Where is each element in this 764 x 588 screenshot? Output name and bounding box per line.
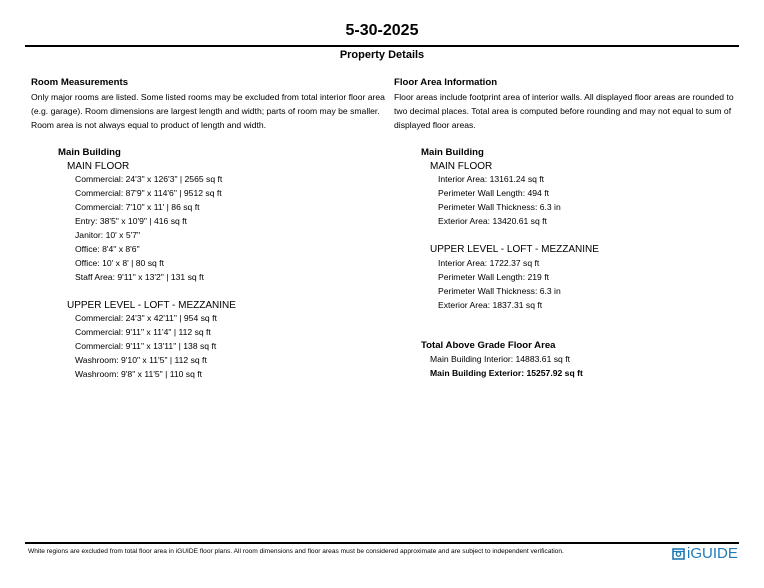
footer-disclaimer: White regions are excluded from total fl… <box>28 548 564 555</box>
area-item: Perimeter Wall Thickness: 6.3 in <box>438 285 561 296</box>
area-item: Perimeter Wall Length: 494 ft <box>438 188 549 199</box>
room-item: Office: 10' x 8' | 80 sq ft <box>75 257 164 268</box>
footer-divider <box>25 542 739 544</box>
room-item: Entry: 38'5" x 10'9" | 416 sq ft <box>75 216 187 227</box>
area-item: Interior Area: 1722.37 sq ft <box>438 257 540 268</box>
room-item: Washroom: 9'10" x 11'5" | 112 sq ft <box>75 355 207 366</box>
iguide-logo: iGUIDE <box>672 545 738 562</box>
level-heading: UPPER LEVEL - LOFT - MEZZANINE <box>430 243 599 255</box>
room-item: Commercial: 24'3" x 42'11" | 954 sq ft <box>75 313 217 324</box>
room-item: Staff Area: 9'11" x 13'2" | 131 sq ft <box>75 271 204 282</box>
section-title: Room Measurements <box>31 77 129 88</box>
section-title: Floor Area Information <box>394 77 498 88</box>
building-heading: Main Building <box>421 146 484 158</box>
room-item: Janitor: 10' x 5'7" <box>75 230 141 241</box>
room-item: Commercial: 87'9" x 114'6" | 9512 sq ft <box>75 188 222 199</box>
room-item: Commercial: 7'10" x 11' | 86 sq ft <box>75 202 200 213</box>
level-heading: MAIN FLOOR <box>67 160 130 172</box>
room-item: Commercial: 24'3" x 126'3" | 2565 sq ft <box>75 174 223 185</box>
header-divider <box>25 45 739 47</box>
level-heading: UPPER LEVEL - LOFT - MEZZANINE <box>67 299 236 311</box>
level-heading: MAIN FLOOR <box>430 160 493 172</box>
area-item: Perimeter Wall Length: 219 ft <box>438 271 549 282</box>
area-item: Exterior Area: 13420.61 sq ft <box>438 216 547 227</box>
section-description: Floor areas include footprint area of in… <box>394 91 734 130</box>
page-title: Property Details <box>339 49 425 61</box>
total-exterior: Main Building Exterior: 15257.92 sq ft <box>430 368 583 379</box>
area-item: Exterior Area: 1837.31 sq ft <box>438 299 543 310</box>
room-measurements-section: Room Measurements Only major rooms are l… <box>31 76 386 382</box>
floor-area-section: Floor Area Information Floor areas inclu… <box>394 76 749 381</box>
logo-text: iGUIDE <box>687 545 738 562</box>
total-interior: Main Building Interior: 14883.61 sq ft <box>430 354 570 365</box>
iguide-logo-icon <box>672 548 685 560</box>
area-item: Perimeter Wall Thickness: 6.3 in <box>438 202 561 213</box>
area-item: Interior Area: 13161.24 sq ft <box>438 174 545 185</box>
building-heading: Main Building <box>58 146 121 158</box>
room-item: Washroom: 9'8" x 11'5" | 110 sq ft <box>75 369 203 380</box>
room-item: Commercial: 9'11" x 11'4" | 112 sq ft <box>75 327 211 338</box>
section-description: Only major rooms are listed. Some listed… <box>31 91 385 130</box>
report-date: 5-30-2025 <box>345 22 419 39</box>
room-item: Office: 8'4" x 8'6" <box>75 243 140 254</box>
room-item: Commercial: 9'11" x 13'11" | 138 sq ft <box>75 341 217 352</box>
total-area-heading: Total Above Grade Floor Area <box>421 340 556 352</box>
